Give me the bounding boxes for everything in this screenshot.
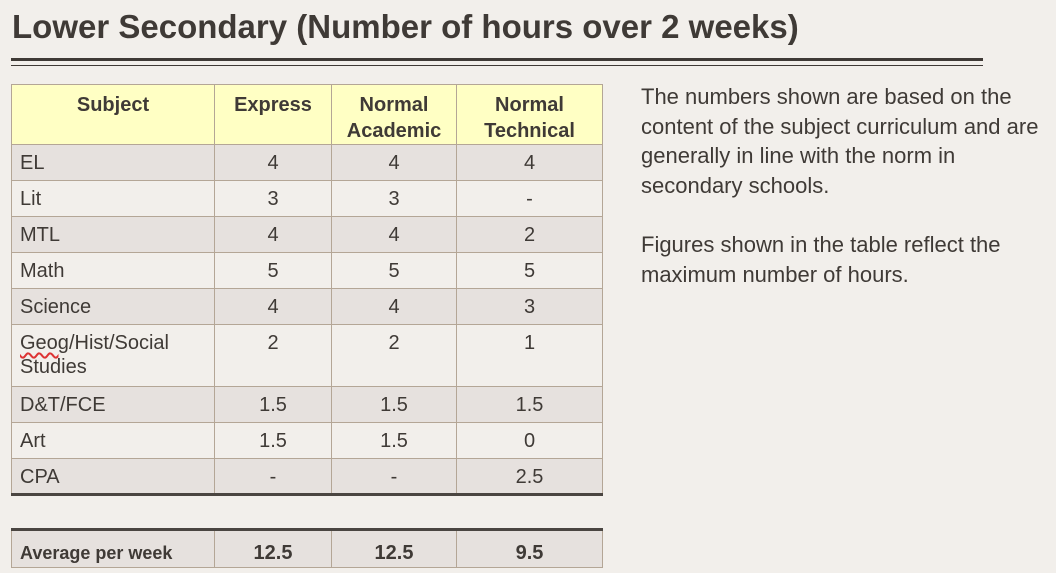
average-table: Average per week 12.5 12.5 9.5 <box>11 528 603 568</box>
title-divider <box>11 58 983 61</box>
normal-academic-cell: 2 <box>331 324 457 387</box>
table-row: Math 5 5 5 <box>11 252 603 289</box>
express-cell: 4 <box>214 288 332 325</box>
normal-academic-cell: 4 <box>331 144 457 181</box>
average-label: Average per week <box>11 528 215 568</box>
subject-cell: Art <box>11 422 215 459</box>
normal-technical-cell: 1 <box>456 324 603 387</box>
subject-text-line2: Studies <box>20 356 87 378</box>
subject-text: /Hist/Social <box>68 332 169 354</box>
header-subject: Subject <box>11 84 215 145</box>
express-cell: - <box>214 458 332 496</box>
table-row: EL 4 4 4 <box>11 144 603 181</box>
normal-technical-cell: 3 <box>456 288 603 325</box>
express-cell: 2 <box>214 324 332 387</box>
note-paragraph: The numbers shown are based on the conte… <box>641 84 1039 198</box>
express-cell: 1.5 <box>214 422 332 459</box>
table-row: D&T/FCE 1.5 1.5 1.5 <box>11 386 603 423</box>
page-title: Lower Secondary (Number of hours over 2 … <box>12 8 799 45</box>
express-cell: 3 <box>214 180 332 217</box>
spellcheck-word: Geog <box>20 332 69 354</box>
normal-academic-cell: 4 <box>331 288 457 325</box>
subject-cell: Math <box>11 252 215 289</box>
average-row: Average per week 12.5 12.5 9.5 <box>11 528 603 568</box>
subject-cell: Geog/Hist/Social Studies <box>11 324 215 387</box>
table-row: Geog/Hist/Social Studies 2 2 1 <box>11 324 603 387</box>
normal-academic-cell: 5 <box>331 252 457 289</box>
normal-technical-cell: 5 <box>456 252 603 289</box>
table-row: Lit 3 3 - <box>11 180 603 217</box>
hours-table: Subject Express Normal Academic Normal T… <box>11 84 603 496</box>
express-cell: 4 <box>214 144 332 181</box>
note-paragraph: Figures shown in the table reflect the m… <box>641 232 1001 287</box>
normal-academic-cell: 1.5 <box>331 386 457 423</box>
normal-technical-cell: 0 <box>456 422 603 459</box>
table-header-row: Subject Express Normal Academic Normal T… <box>11 84 603 145</box>
table-row: Science 4 4 3 <box>11 288 603 325</box>
subject-cell: Science <box>11 288 215 325</box>
subject-cell: CPA <box>11 458 215 496</box>
express-cell: 5 <box>214 252 332 289</box>
average-normal-technical: 9.5 <box>456 528 603 568</box>
normal-technical-cell: - <box>456 180 603 217</box>
notes-panel: The numbers shown are based on the conte… <box>641 82 1051 319</box>
normal-academic-cell: 4 <box>331 216 457 253</box>
subject-cell: MTL <box>11 216 215 253</box>
header-normal-academic: Normal Academic <box>331 84 457 145</box>
subject-cell: EL <box>11 144 215 181</box>
normal-academic-cell: 3 <box>331 180 457 217</box>
header-express: Express <box>214 84 332 145</box>
normal-academic-cell: - <box>331 458 457 496</box>
average-normal-academic: 12.5 <box>331 528 457 568</box>
table-row: CPA - - 2.5 <box>11 458 603 496</box>
normal-technical-cell: 1.5 <box>456 386 603 423</box>
table-row: MTL 4 4 2 <box>11 216 603 253</box>
header-normal-technical: Normal Technical <box>456 84 603 145</box>
normal-technical-cell: 4 <box>456 144 603 181</box>
title-divider-thin <box>11 65 983 66</box>
average-express: 12.5 <box>214 528 332 568</box>
express-cell: 1.5 <box>214 386 332 423</box>
normal-academic-cell: 1.5 <box>331 422 457 459</box>
subject-cell: D&T/FCE <box>11 386 215 423</box>
express-cell: 4 <box>214 216 332 253</box>
subject-cell: Lit <box>11 180 215 217</box>
table-row: Art 1.5 1.5 0 <box>11 422 603 459</box>
normal-technical-cell: 2.5 <box>456 458 603 496</box>
normal-technical-cell: 2 <box>456 216 603 253</box>
